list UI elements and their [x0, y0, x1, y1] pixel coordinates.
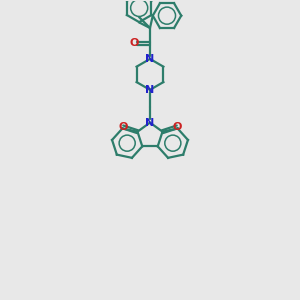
Text: N: N: [146, 54, 154, 64]
Text: N: N: [146, 85, 154, 95]
Text: O: O: [172, 122, 182, 132]
Text: N: N: [146, 118, 154, 128]
Text: O: O: [118, 122, 128, 132]
Text: O: O: [130, 38, 139, 49]
